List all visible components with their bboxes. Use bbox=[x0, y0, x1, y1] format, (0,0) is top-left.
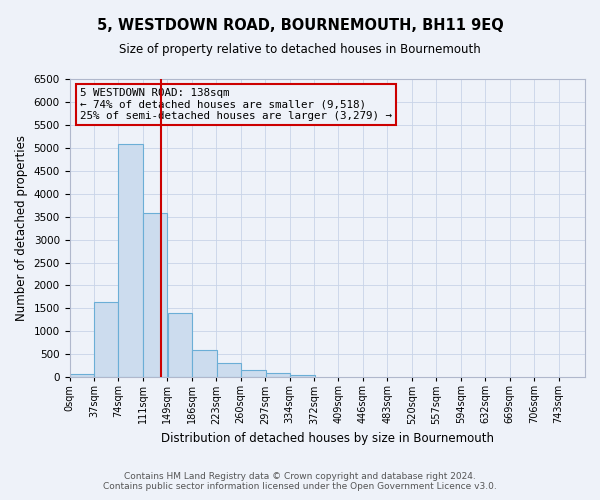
Text: 5, WESTDOWN ROAD, BOURNEMOUTH, BH11 9EQ: 5, WESTDOWN ROAD, BOURNEMOUTH, BH11 9EQ bbox=[97, 18, 503, 32]
X-axis label: Distribution of detached houses by size in Bournemouth: Distribution of detached houses by size … bbox=[161, 432, 494, 445]
Y-axis label: Number of detached properties: Number of detached properties bbox=[15, 135, 28, 321]
Bar bbox=[193, 350, 217, 377]
Bar bbox=[217, 364, 241, 377]
Bar bbox=[94, 302, 118, 377]
Text: Contains public sector information licensed under the Open Government Licence v3: Contains public sector information licen… bbox=[103, 482, 497, 491]
Bar bbox=[290, 375, 315, 377]
Text: Contains HM Land Registry data © Crown copyright and database right 2024.: Contains HM Land Registry data © Crown c… bbox=[124, 472, 476, 481]
Bar bbox=[168, 313, 193, 377]
Bar bbox=[70, 374, 94, 377]
Bar bbox=[266, 373, 290, 377]
Bar bbox=[143, 212, 167, 377]
Text: Size of property relative to detached houses in Bournemouth: Size of property relative to detached ho… bbox=[119, 42, 481, 56]
Bar bbox=[118, 144, 143, 377]
Bar bbox=[241, 370, 266, 377]
Text: 5 WESTDOWN ROAD: 138sqm
← 74% of detached houses are smaller (9,518)
25% of semi: 5 WESTDOWN ROAD: 138sqm ← 74% of detache… bbox=[80, 88, 392, 121]
